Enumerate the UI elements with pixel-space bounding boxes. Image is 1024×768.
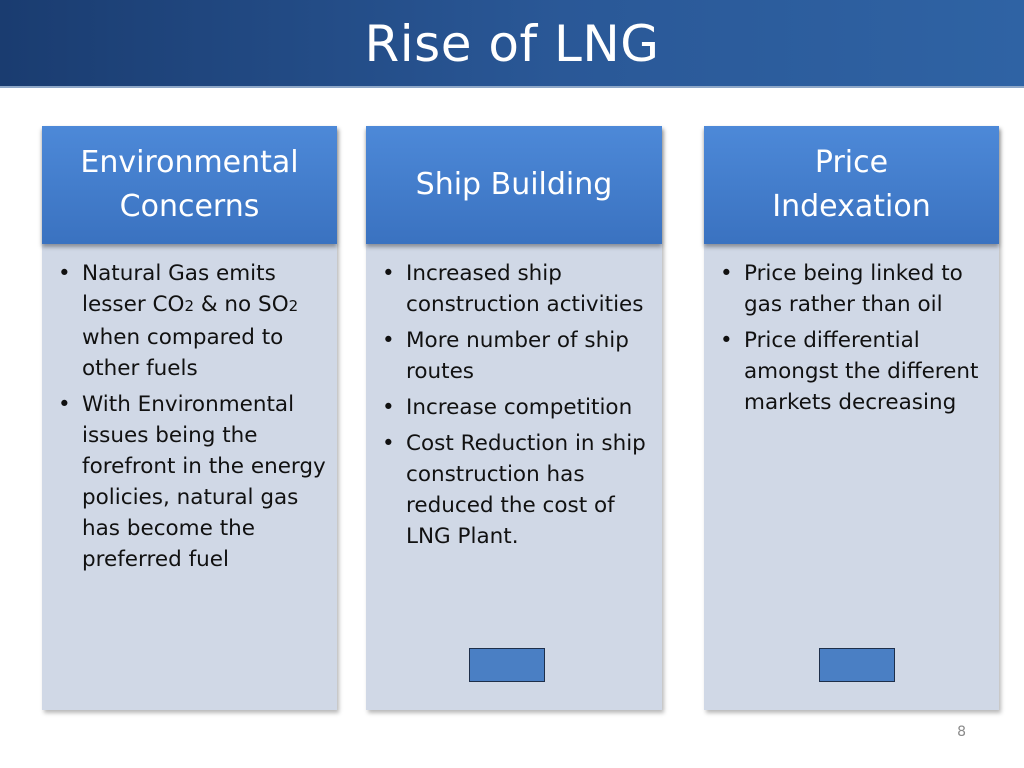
slide-title: Rise of LNG	[364, 15, 660, 73]
list-item: With Environmental issues being the fore…	[56, 389, 329, 575]
small-blue-box[interactable]	[819, 648, 895, 682]
column-body: Price being linked to gas rather than oi…	[718, 258, 991, 423]
list-item: Increase competition	[380, 392, 654, 423]
title-bar: Rise of LNG	[0, 0, 1024, 88]
list-item: More number of ship routes	[380, 325, 654, 387]
list-item: Price differential amongst the different…	[718, 325, 991, 418]
column-heading: Ship Building	[366, 126, 662, 244]
column-environmental-concerns: Environmental Concerns Natural Gas emits…	[42, 126, 337, 710]
column-heading: Environmental Concerns	[42, 126, 337, 244]
page-number: 8	[957, 724, 966, 740]
list-item: Natural Gas emits lesser CO2 & no SO2 wh…	[56, 258, 329, 384]
column-body: Natural Gas emits lesser CO2 & no SO2 wh…	[56, 258, 329, 580]
column-ship-building: Ship Building Increased ship constructio…	[366, 126, 662, 710]
bullet-list: Increased ship construction activities M…	[380, 258, 654, 552]
list-item: Cost Reduction in ship construction has …	[380, 428, 654, 552]
bullet-list: Natural Gas emits lesser CO2 & no SO2 wh…	[56, 258, 329, 575]
list-item: Price being linked to gas rather than oi…	[718, 258, 991, 320]
list-item: Increased ship construction activities	[380, 258, 654, 320]
bullet-list: Price being linked to gas rather than oi…	[718, 258, 991, 418]
small-blue-box[interactable]	[469, 648, 545, 682]
column-body: Increased ship construction activities M…	[380, 258, 654, 557]
column-price-indexation: Price Indexation Price being linked to g…	[704, 126, 999, 710]
column-heading: Price Indexation	[704, 126, 999, 244]
